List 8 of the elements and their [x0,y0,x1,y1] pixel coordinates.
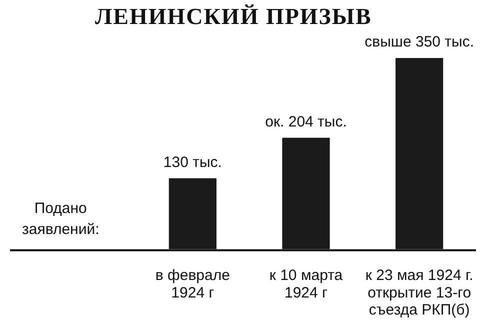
text: Подано заявлений: [22,199,100,240]
x-tick-label: к 23 мая 1924 г. открытие 13-го съезда РКП(б) [365,267,474,319]
x-tick-label: в феврале 1924 г [155,267,230,302]
chart-title: ЛЕНИНСКИЙ ПРИЗЫВ [95,4,372,30]
data-label: ок. 204 тыс. [265,113,347,130]
data-label: 130 тыс. [163,154,222,171]
x-tick-label: к 10 марта 1924 г [269,267,344,302]
data-label: свыше 350 тыс. [364,34,474,51]
